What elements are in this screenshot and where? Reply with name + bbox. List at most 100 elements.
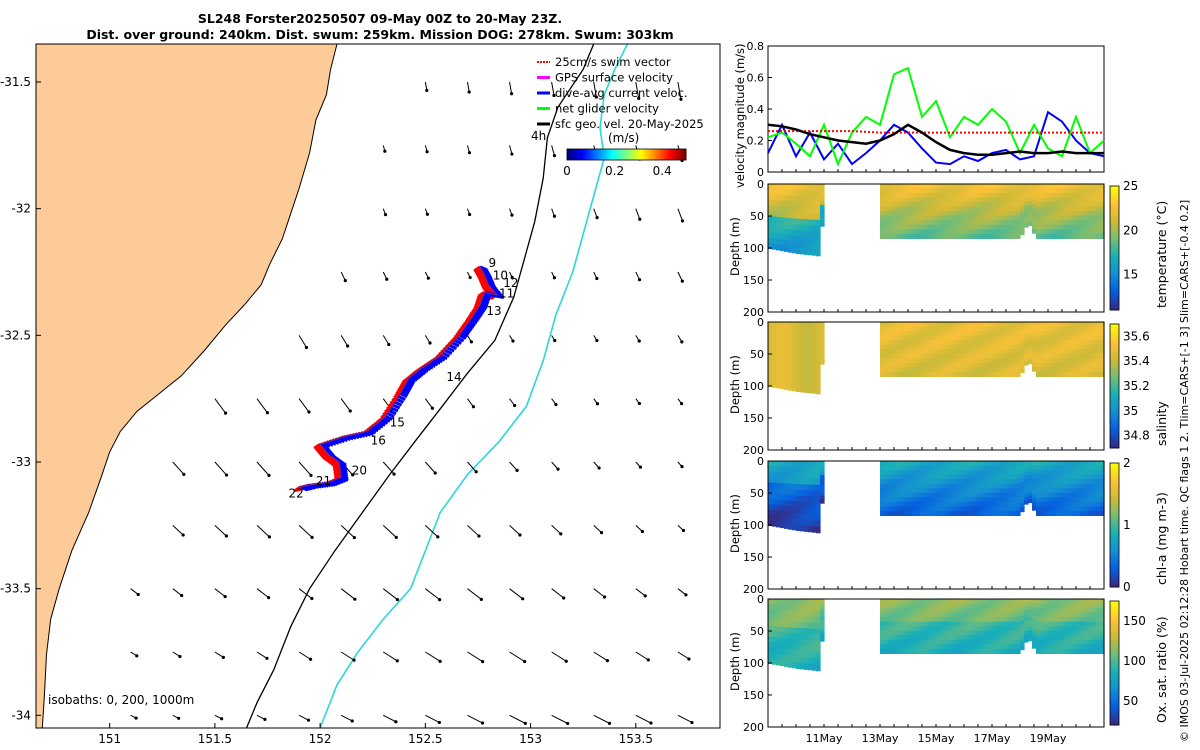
field-cell [908,465,913,471]
field-cell [928,340,933,346]
field-cell [1048,644,1053,650]
field-cell [1080,488,1085,494]
field-cell [1044,335,1049,341]
field-cell [768,243,773,249]
field-cell [944,188,949,194]
colorbar-cell [1110,622,1119,627]
colorbar-tick-label: 35.6 [1123,329,1150,343]
field-cell [984,612,989,618]
field-cell [928,371,933,377]
field-cell [1072,362,1077,368]
field-cell [908,229,913,235]
field-cell [896,229,901,235]
field-cell [884,510,889,516]
field-cell [988,626,993,632]
geo-arrow-head [425,212,430,216]
field-cell [1004,211,1009,217]
field-cell [940,648,945,654]
field-cell [908,639,913,645]
field-cell [1020,364,1025,369]
field-cell [972,630,977,636]
swim-vector [326,456,335,464]
field-cell [996,331,1001,337]
field-cell [1096,331,1101,337]
field-cell [908,488,913,494]
field-cell [928,206,933,212]
colorbar-cell [1110,500,1119,504]
field-cell [900,211,905,217]
field-cell [1096,599,1101,605]
field-cell [1036,233,1041,239]
field-cell [812,351,817,359]
current-vector [406,378,416,385]
field-cell [784,245,789,252]
field-cell [780,488,785,495]
field-cell [956,215,961,221]
field-cell [768,461,773,467]
field-cell [1068,224,1073,230]
field-cell [772,477,777,484]
colorbar-cell [1110,472,1119,476]
colorbar-tick-label: 35 [1123,404,1138,418]
field-cell [888,220,893,226]
field-cell [1076,497,1081,503]
colorbar-tick-label: 35.2 [1123,379,1150,393]
field-cell [820,627,825,632]
field-cell [1000,626,1005,632]
field-cell [1040,220,1045,226]
field-cell [1096,367,1101,373]
field-cell [1036,188,1041,194]
field-cell [1056,479,1061,485]
field-cell [892,202,897,208]
field-cell [1008,630,1013,636]
field-cell [884,344,889,350]
field-cell [1060,344,1065,350]
colorbar-cell [1110,534,1119,538]
field-cell [820,194,825,199]
field-cell [884,349,889,355]
field-cell [808,375,813,382]
field-cell [1028,342,1033,347]
field-cell [972,353,977,359]
current-vector [386,412,395,418]
field-cell [960,635,965,641]
field-cell [984,474,989,480]
field-cell [976,492,981,498]
field-cell [1044,197,1049,203]
field-cell [984,322,989,328]
field-cell [1064,184,1069,190]
field-cell [1060,220,1065,226]
field-cell [1088,497,1093,503]
field-cell [1100,215,1105,221]
field-cell [984,184,989,190]
field-cell [1016,479,1021,485]
time-tick-label-17: 17May [974,732,1011,745]
geo-arrow-head [552,154,557,158]
field-cell [1072,202,1077,208]
field-cell [996,599,1001,605]
field-cell [1052,344,1057,350]
geo-arrow-shaft [467,524,480,537]
day-label-12: 12 [503,276,518,290]
field-cell [1036,648,1041,654]
field-cell [1052,193,1057,199]
field-cell [1016,461,1021,467]
colorbar-cell [1110,512,1119,517]
field-cell [880,488,885,494]
field-cell [884,648,889,654]
field-cell [956,639,961,645]
field-cell [1044,510,1049,516]
field-cell [916,621,921,627]
field-cell [1100,470,1105,476]
field-cell [1068,349,1073,355]
field-cell [1096,233,1101,239]
field-cell [904,358,909,364]
field-cell [804,368,809,376]
map-xtick-label: 152.5 [408,732,442,746]
field-cell [984,488,989,494]
track-line [298,266,499,488]
field-cell [976,322,981,328]
field-cell [1096,197,1101,203]
temperature-panel-field [768,184,1105,257]
geo-arrow-head [679,97,683,101]
